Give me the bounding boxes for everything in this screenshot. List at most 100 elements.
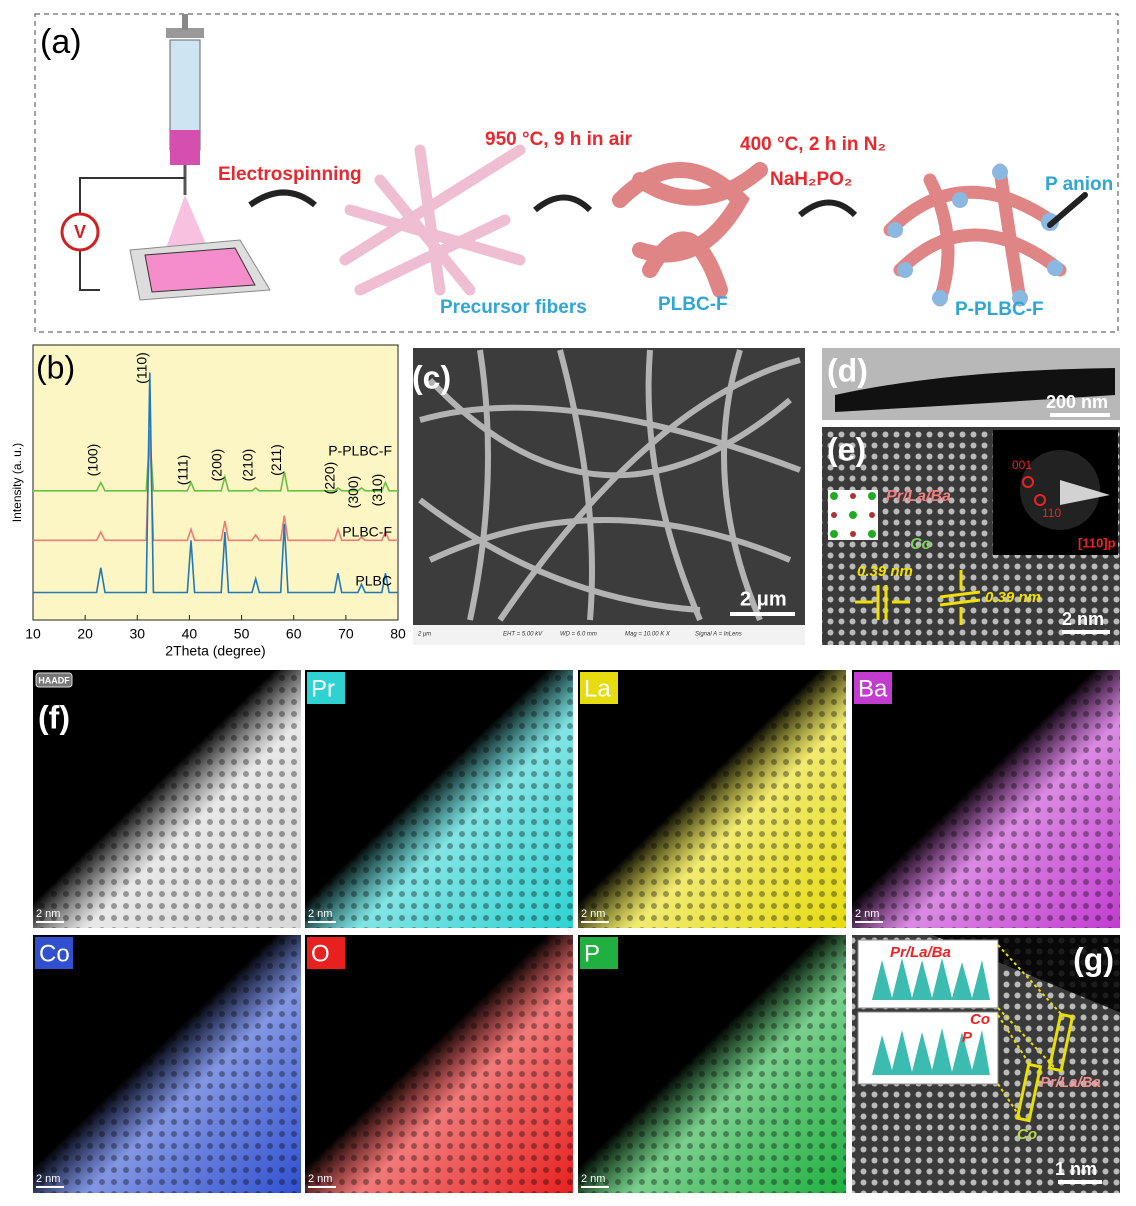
scale-label: 2 nm [1062, 609, 1104, 629]
xrd-curve [33, 372, 398, 594]
panel-label: (c) [412, 359, 451, 395]
element-label: Ba [858, 675, 888, 702]
plot-background [33, 345, 398, 620]
panel-label: (g) [1073, 941, 1114, 977]
scale-label: 2 nm [581, 1173, 605, 1185]
lattice-overlay [852, 670, 1120, 928]
product-label: P-PLBC-F [955, 299, 1044, 320]
panel-c: (c) 2 μm 2 μm EHT = 5.00 kV WD = 6.0 mm Mag… [412, 348, 805, 645]
scale-bar [730, 612, 795, 616]
fibers [339, 144, 1088, 307]
reagent-label: NaH₂PO₂ [770, 169, 852, 190]
scale-bar [1062, 630, 1110, 634]
lattice-overlay [305, 935, 573, 1193]
x-tick-label: 60 [286, 626, 302, 642]
sem-footer-label: Mag = 10.00 K X [625, 632, 671, 638]
site-label: Pr/La/Ba [1040, 1074, 1101, 1091]
site-label: Co [910, 536, 932, 553]
scale-label: 2 nm [855, 908, 879, 920]
x-tick-label: 80 [390, 626, 406, 642]
element-badge [35, 937, 73, 969]
plot-frame [32, 344, 399, 621]
peak-label: (220) [322, 462, 338, 495]
site-label: Co [1017, 1126, 1037, 1143]
saed-spot: 001 [1012, 458, 1032, 472]
element-badge [854, 672, 892, 704]
element-label: La [584, 675, 611, 702]
element-label: P [584, 940, 600, 967]
scale-label: 1 nm [1055, 1159, 1097, 1179]
scale-label: 2 nm [308, 1173, 332, 1185]
sem-footer-label: 2 μm [417, 632, 431, 638]
annotation: P anion [1045, 174, 1113, 195]
scale-label: 2 nm [36, 1173, 60, 1185]
panel-label: (a) [40, 23, 82, 61]
scale-bar [36, 1186, 64, 1188]
panel-label: (f) [38, 699, 70, 735]
spacing-label: 0.39 nm [985, 589, 1041, 606]
sem-footer-label: WD = 6.0 mm [560, 632, 597, 638]
panel-frame [34, 13, 1119, 333]
scale-bar [1050, 413, 1110, 417]
scale-label: 2 nm [308, 908, 332, 920]
lattice-overlay [305, 670, 573, 928]
product-label: PLBC-F [658, 294, 728, 315]
sem-fibers [418, 349, 802, 622]
spacing-label: 0.39 nm [857, 563, 913, 580]
lattice-overlay [578, 935, 846, 1193]
scale-bar [581, 921, 609, 923]
panel-b: 10 20 30 40 50 60 70 80 2Theta (degree) Intensity… [10, 344, 406, 659]
scale-label: 2 nm [36, 908, 60, 920]
lattice-overlay [33, 670, 301, 928]
peak-label: (110) [134, 352, 150, 384]
peak-label: (211) [268, 444, 284, 476]
element-badge [580, 672, 618, 704]
spacing-marks [855, 570, 981, 625]
element-label: Pr [311, 675, 335, 702]
scale-bar [581, 1186, 609, 1188]
element-badge [35, 672, 73, 688]
site-label: Pr/La/Ba [886, 488, 951, 505]
peak-label: (300) [345, 476, 361, 509]
scale-bar [1058, 1180, 1102, 1184]
x-tick-label: 40 [182, 626, 198, 642]
electrospinning-setup: V [60, 14, 858, 301]
sem-footer [413, 625, 805, 645]
scale-bar [36, 921, 64, 923]
panel-label: (d) [827, 352, 868, 388]
panel-label: (b) [36, 349, 75, 385]
element-label: Co [39, 940, 70, 967]
x-tick-label: 10 [25, 626, 41, 642]
x-tick-label: 50 [234, 626, 250, 642]
element-label: HAADF [38, 675, 70, 685]
element-badge [307, 937, 345, 969]
series-label: P-PLBC-F [328, 443, 392, 459]
peak-label: (200) [209, 449, 225, 482]
x-axis-label: 2Theta (degree) [165, 643, 265, 659]
step-label: 400 °C, 2 h in N₂ [740, 134, 886, 155]
scale-bar [855, 921, 883, 923]
element-badge [307, 672, 345, 704]
x-tick-label: 70 [338, 626, 354, 642]
profile-label: P [962, 1029, 973, 1046]
series-label: PLBC [355, 573, 392, 589]
panel-f: HAADF (f) 2 nm Pr 2 nm La 2 nm Ba 2 nm Co 2 nm O 2 n… [33, 670, 1120, 1193]
scale-bar [308, 1186, 336, 1188]
saed-spot: 110 [1042, 506, 1061, 520]
peak-label: (210) [239, 449, 255, 482]
scale-label: 2 nm [581, 908, 605, 920]
x-tick-label: 30 [129, 626, 145, 642]
element-badge [580, 937, 618, 969]
product-label: Precursor fibers [440, 297, 587, 318]
y-axis-label: Intensity (a. u.) [10, 443, 24, 522]
scale-bar [308, 921, 336, 923]
sem-footer-label: Signal A = InLens [695, 632, 742, 638]
peak-label: (100) [84, 444, 100, 477]
panel-a: (a) V Electrospinning 950 °C, 9 h in air… [34, 13, 1119, 333]
x-tick-label: 20 [77, 626, 93, 642]
lattice-overlay [33, 935, 301, 1193]
step-label: 950 °C, 9 h in air [485, 129, 633, 150]
scale-label: 2 μm [740, 588, 787, 610]
